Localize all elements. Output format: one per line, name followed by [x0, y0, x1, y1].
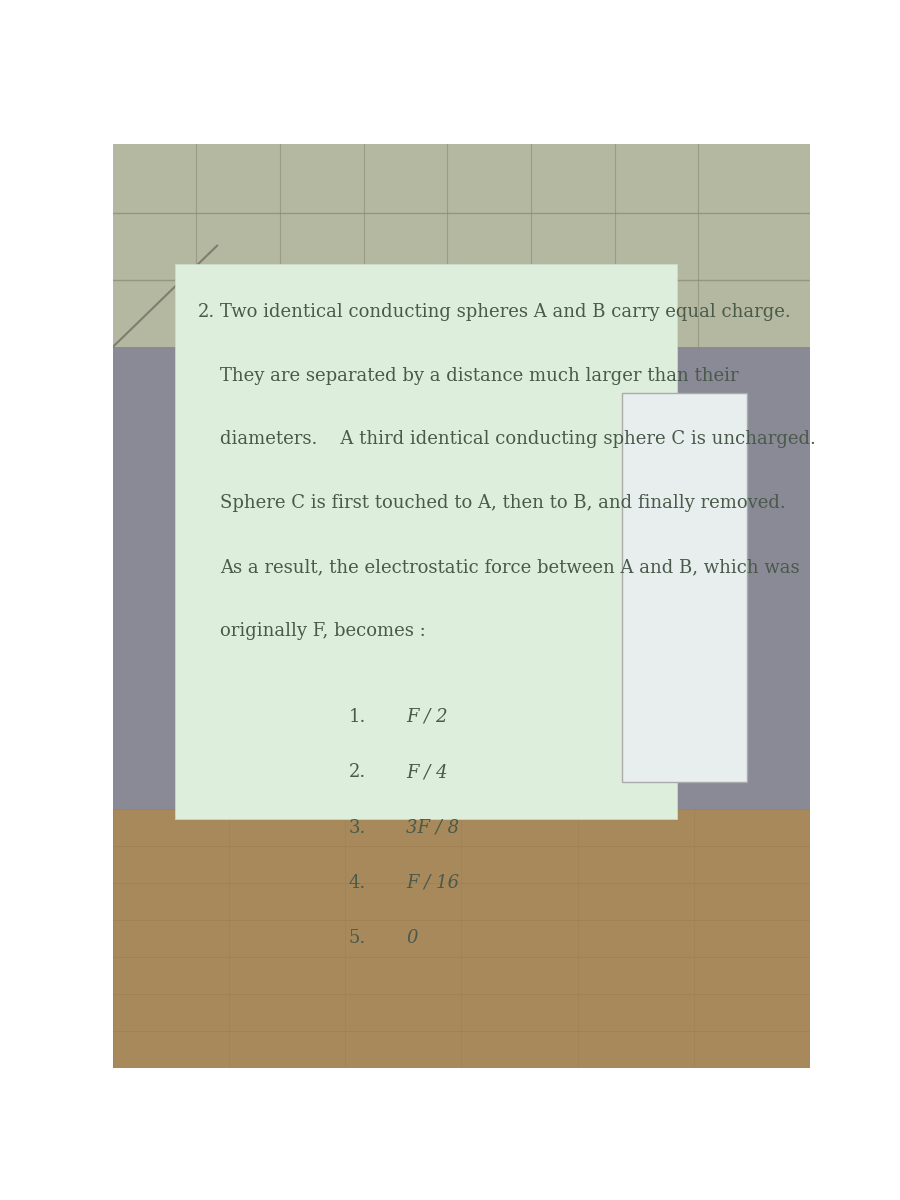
Text: 1.: 1.	[348, 708, 366, 726]
Text: They are separated by a distance much larger than their: They are separated by a distance much la…	[220, 367, 739, 385]
Polygon shape	[112, 809, 810, 1068]
Polygon shape	[112, 144, 810, 347]
Text: 5.: 5.	[349, 929, 366, 948]
Text: diameters.    A third identical conducting sphere C is uncharged.: diameters. A third identical conducting …	[220, 431, 816, 449]
Polygon shape	[112, 347, 810, 1068]
Text: As a result, the electrostatic force between A and B, which was: As a result, the electrostatic force bet…	[220, 558, 800, 576]
Text: 3F / 8: 3F / 8	[406, 818, 459, 836]
Text: 4.: 4.	[349, 874, 366, 892]
Text: Two identical conducting spheres A and B carry equal charge.: Two identical conducting spheres A and B…	[220, 302, 791, 320]
Text: 3.: 3.	[348, 818, 366, 836]
Text: F / 16: F / 16	[406, 874, 459, 892]
Text: 0: 0	[406, 929, 418, 948]
Text: F / 4: F / 4	[406, 763, 448, 781]
Text: 2.: 2.	[198, 302, 215, 320]
Text: originally F, becomes :: originally F, becomes :	[220, 622, 427, 640]
Text: F / 2: F / 2	[406, 708, 448, 726]
Text: 2.: 2.	[349, 763, 366, 781]
FancyBboxPatch shape	[622, 394, 747, 781]
Text: Sphere C is first touched to A, then to B, and finally removed.: Sphere C is first touched to A, then to …	[220, 494, 787, 512]
FancyBboxPatch shape	[176, 264, 678, 818]
